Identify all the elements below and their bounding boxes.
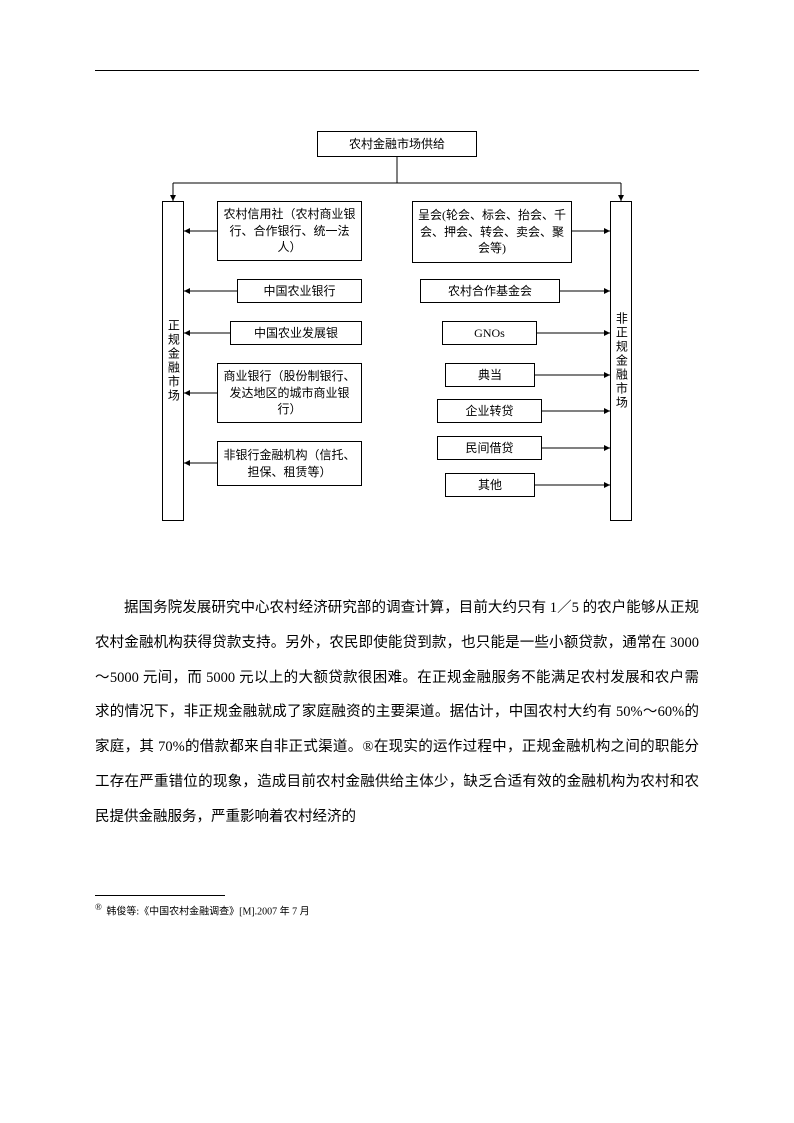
footnote: ® 韩俊等:《中国农村金融调查》[M].2007 年 7 月: [95, 902, 699, 917]
left-box-3: 商业银行（股份制银行、发达地区的城市商业银行）: [217, 363, 362, 423]
right-box-2: GNOs: [442, 321, 537, 345]
right-box-0: 呈会(轮会、标会、抬会、千会、押会、转会、卖会、聚会等): [412, 201, 572, 263]
header-rule: [95, 70, 699, 71]
left-box-2: 中国农业发展银: [230, 321, 362, 345]
right-box-5: 民间借贷: [437, 436, 542, 460]
right-market-label: 非正规金融市场: [610, 201, 632, 521]
left-market-label: 正规金融市场: [162, 201, 184, 521]
left-box-4: 非银行金融机构（信托、担保、租赁等）: [217, 441, 362, 486]
diagram-container: 农村金融市场供给 正规金融市场 非正规金融市场 农村信用社（农村商业银行、合作银…: [162, 131, 632, 571]
connector-lines: [162, 131, 632, 571]
right-box-6: 其他: [445, 473, 535, 497]
footnote-mark: ®: [95, 902, 102, 912]
title-box: 农村金融市场供给: [317, 131, 477, 157]
right-box-1: 农村合作基金会: [420, 279, 560, 303]
left-box-0: 农村信用社（农村商业银行、合作银行、统一法人）: [217, 201, 362, 261]
footnote-text: 韩俊等:《中国农村金融调查》[M].2007 年 7 月: [106, 906, 309, 917]
right-box-3: 典当: [445, 363, 535, 387]
footnote-rule: [95, 895, 225, 896]
left-box-1: 中国农业银行: [237, 279, 362, 303]
body-paragraph: 据国务院发展研究中心农村经济研究部的调查计算，目前大约只有 1／5 的农户能够从…: [95, 591, 699, 835]
right-box-4: 企业转贷: [437, 399, 542, 423]
